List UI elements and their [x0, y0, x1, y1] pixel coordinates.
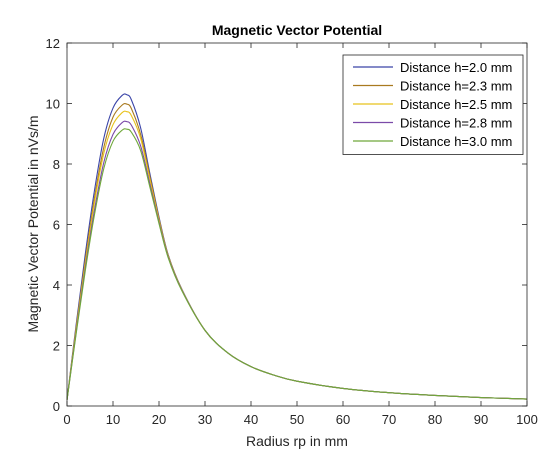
- x-tick-label: 50: [290, 412, 304, 427]
- x-tick-label: 30: [198, 412, 212, 427]
- legend: Distance h=2.0 mm Distance h=2.3 mm Distan…: [342, 54, 524, 155]
- legend-label-4: Distance h=2.8 mm: [400, 116, 512, 131]
- legend-label-1: Distance h=2.0 mm: [400, 60, 512, 75]
- x-tick-label: 90: [474, 412, 488, 427]
- y-tick-label: 8: [53, 157, 60, 172]
- y-tick-label: 2: [53, 339, 60, 354]
- y-tick-label: 12: [46, 36, 60, 51]
- x-tick-label: 80: [428, 412, 442, 427]
- legend-label-3: Distance h=2.5 mm: [400, 97, 512, 112]
- chart-title: Magnetic Vector Potential: [212, 22, 382, 38]
- axes: 0 10 20 30 40 50 60 70 80 90 100 0 2 4 6 8 10 12: [46, 36, 538, 427]
- y-tick-label: 0: [53, 399, 60, 414]
- x-tick-label: 40: [244, 412, 258, 427]
- legend-label-2: Distance h=2.3 mm: [400, 79, 512, 94]
- y-tick-label: 6: [53, 218, 60, 233]
- x-tick-label: 60: [336, 412, 350, 427]
- x-tick-label: 70: [382, 412, 396, 427]
- x-tick-label: 20: [152, 412, 166, 427]
- y-axis-label: Magnetic Vector Potential in nVs/m: [25, 115, 41, 332]
- series-lines: [66, 93, 528, 401]
- y-tick-label: 4: [53, 278, 60, 293]
- x-tick-label: 100: [516, 412, 538, 427]
- x-tick-label: 10: [106, 412, 120, 427]
- legend-box: [342, 54, 524, 155]
- x-axis-label: Radius rp in mm: [246, 433, 348, 449]
- series-line-5: [66, 128, 528, 401]
- legend-label-5: Distance h=3.0 mm: [400, 134, 512, 149]
- y-tick-label: 10: [46, 97, 60, 112]
- x-tick-label: 0: [63, 412, 70, 427]
